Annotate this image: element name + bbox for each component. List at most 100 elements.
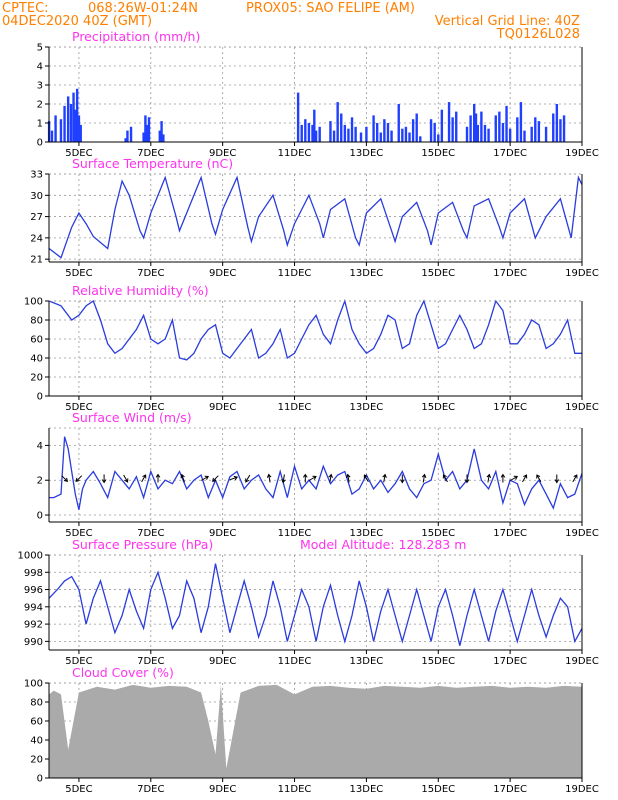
temperature-y-tick-label: 30 xyxy=(30,191,43,202)
precipitation-bar xyxy=(537,121,541,142)
wind-direction-arrow xyxy=(500,473,506,483)
precipitation-bar xyxy=(469,115,472,142)
temperature-x-tick-label: 9DEC xyxy=(209,268,236,279)
precipitation-bar xyxy=(501,123,505,142)
precipitation-bar xyxy=(519,102,523,142)
humidity-y-tick-label: 100 xyxy=(24,297,43,308)
wind-direction-arrow xyxy=(302,473,308,483)
wind-direction-arrow xyxy=(212,475,219,482)
precipitation-bar xyxy=(313,109,316,142)
pressure-x-tick-label: 11DEC xyxy=(278,656,312,667)
temperature-title: Surface Temperature (nC) xyxy=(72,156,233,171)
precipitation-bar xyxy=(63,105,66,142)
precipitation-bar xyxy=(124,138,127,142)
precipitation-bar xyxy=(433,123,436,142)
precipitation-bar xyxy=(401,128,404,142)
precipitation-y-tick-label: 4 xyxy=(37,62,43,73)
wind-direction-arrow xyxy=(464,474,470,484)
pressure-y-tick-label: 1000 xyxy=(18,551,43,562)
precipitation-bar xyxy=(147,117,151,142)
temperature-y-tick-label: 27 xyxy=(30,212,43,223)
precipitation-bar xyxy=(329,121,332,142)
precipitation-x-tick-label: 17DEC xyxy=(493,148,527,159)
cloud-cover-x-tick-label: 11DEC xyxy=(278,784,312,795)
precipitation-bar xyxy=(79,124,82,142)
humidity-y-tick-label: 40 xyxy=(30,354,43,365)
precipitation-bar xyxy=(508,128,512,142)
header-source: CPTEC: xyxy=(2,1,49,16)
wind-direction-arrow xyxy=(486,473,492,483)
header-station: PROX05: SAO FELIPE (AM) xyxy=(246,1,415,16)
cloud-cover-x-tick-label: 15DEC xyxy=(421,784,455,795)
temperature-x-tick-label: 13DEC xyxy=(350,268,384,279)
precipitation-bar xyxy=(350,117,354,142)
wind-direction-arrow xyxy=(229,475,239,481)
wind-direction-arrow xyxy=(400,474,405,484)
precipitation-bar xyxy=(447,102,451,142)
cloud-cover-y-tick-label: 60 xyxy=(30,717,43,728)
wind-direction-arrow xyxy=(572,474,578,483)
precipitation-bar xyxy=(160,121,163,142)
precipitation-panel: 0 1 2 3 4 5 5DEC 7DEC 9DEC 11DEC 13DEC 15DEC 17DEC 19… xyxy=(37,29,599,159)
precipitation-bar xyxy=(66,96,70,142)
precipitation-bar xyxy=(397,104,400,142)
wind-title: Surface Wind (m/s) xyxy=(72,410,192,425)
precipitation-x-tick-label: 5DEC xyxy=(65,148,92,159)
precipitation-bar xyxy=(72,92,75,142)
precipitation-bar xyxy=(429,119,433,142)
wind-direction-arrow xyxy=(554,474,560,484)
precipitation-bar xyxy=(465,126,469,142)
precipitation-x-tick-label: 9DEC xyxy=(209,148,236,159)
wind-direction-arrow xyxy=(75,475,83,482)
precipitation-bar xyxy=(332,130,336,142)
wind-direction-arrow xyxy=(363,474,369,483)
wind-direction-arrow xyxy=(101,474,107,484)
precipitation-bar xyxy=(476,124,479,142)
precipitation-bar xyxy=(544,126,548,142)
wind-x-tick-label: 15DEC xyxy=(421,528,455,539)
cloud-cover-title: Cloud Cover (%) xyxy=(72,665,174,680)
humidity-y-tick-label: 60 xyxy=(30,335,43,346)
wind-direction-arrow xyxy=(308,475,317,481)
precipitation-bar xyxy=(534,117,537,142)
precipitation-bar xyxy=(146,124,149,142)
pressure-y-tick-label: 990 xyxy=(24,637,43,648)
precipitation-bar xyxy=(69,104,73,142)
precipitation-bar xyxy=(505,105,508,142)
precipitation-bar xyxy=(77,115,81,142)
wind-direction-arrow xyxy=(155,473,161,483)
cloud-cover-x-tick-label: 13DEC xyxy=(350,784,384,795)
precipitation-bar xyxy=(480,111,483,142)
cloud-cover-x-tick-label: 17DEC xyxy=(493,784,527,795)
temperature-x-tick-label: 17DEC xyxy=(493,268,527,279)
pressure-annotation: Model Altitude: 128.283 m xyxy=(300,537,466,552)
precipitation-bar xyxy=(54,115,57,142)
precipitation-bar xyxy=(419,136,422,142)
precipitation-bar xyxy=(562,115,566,142)
precipitation-bar xyxy=(383,119,386,142)
cloud-cover-x-tick-label: 5DEC xyxy=(65,784,92,795)
precipitation-x-tick-label: 7DEC xyxy=(137,148,164,159)
wind-series-line xyxy=(49,436,583,510)
humidity-x-tick-label: 15DEC xyxy=(421,402,455,413)
precipitation-bar xyxy=(516,117,519,142)
pressure-x-tick-label: 7DEC xyxy=(137,656,164,667)
humidity-x-tick-label: 13DEC xyxy=(350,402,384,413)
pressure-x-tick-label: 15DEC xyxy=(421,656,455,667)
cloud-cover-y-tick-label: 0 xyxy=(37,774,43,785)
wind-x-tick-label: 7DEC xyxy=(137,528,164,539)
precipitation-title: Precipitation (mm/h) xyxy=(72,29,200,44)
cloud-cover-x-tick-label: 9DEC xyxy=(209,784,236,795)
cloud-cover-y-tick-label: 80 xyxy=(30,698,43,709)
wind-y-tick-label: 0 xyxy=(37,511,43,522)
precipitation-bar xyxy=(415,113,418,142)
precipitation-bar xyxy=(455,111,458,142)
precipitation-x-tick-label: 13DEC xyxy=(350,148,384,159)
precipitation-y-tick-label: 3 xyxy=(37,81,43,92)
cloud-cover-y-tick-label: 40 xyxy=(30,736,43,747)
precipitation-bar xyxy=(354,126,357,142)
precipitation-bar xyxy=(296,92,300,142)
wind-direction-arrow xyxy=(180,473,185,483)
precipitation-bar xyxy=(555,104,559,142)
precipitation-bar xyxy=(487,128,490,142)
